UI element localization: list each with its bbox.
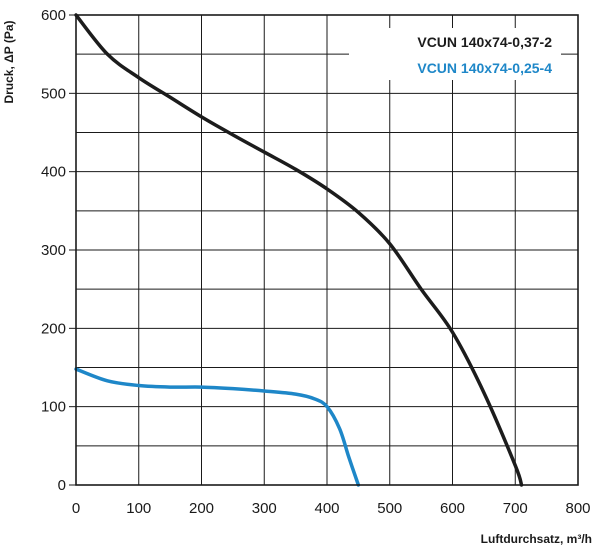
y-tick-label: 200 bbox=[41, 320, 66, 337]
x-tick-label: 0 bbox=[72, 500, 80, 517]
x-tick-label: 800 bbox=[565, 500, 590, 517]
x-axis-title: Luftdurchsatz, m³/h bbox=[481, 532, 592, 546]
y-tick-label: 500 bbox=[41, 85, 66, 102]
plot-frame bbox=[75, 14, 579, 486]
y-tick-label: 600 bbox=[41, 7, 66, 24]
y-tick-labels: 0 100 200 300 400 500 600 bbox=[41, 7, 66, 494]
series-layer bbox=[74, 13, 524, 487]
x-tick-label: 200 bbox=[189, 500, 214, 517]
y-tick-label: 0 bbox=[58, 477, 66, 494]
y-axis-title: Druck, ΔP (Pa) bbox=[2, 20, 16, 103]
legend: VCUN 140x74-0,37-2 VCUN 140x74-0,25-4 bbox=[349, 28, 561, 80]
y-tick-label: 300 bbox=[41, 242, 66, 259]
y-tick-label: 100 bbox=[41, 399, 66, 416]
x-tick-label: 600 bbox=[440, 500, 465, 517]
x-tick-label: 100 bbox=[126, 500, 151, 517]
x-tick-labels: 0 100 200 300 400 500 600 700 800 bbox=[72, 500, 591, 517]
y-tick-label: 400 bbox=[41, 164, 66, 181]
x-tick-label: 400 bbox=[314, 500, 339, 517]
series-line-1 bbox=[74, 13, 524, 487]
legend-entry-series-2: VCUN 140x74-0,25-4 bbox=[417, 60, 552, 76]
legend-entry-series-1: VCUN 140x74-0,37-2 bbox=[417, 34, 552, 50]
x-tick-label: 500 bbox=[377, 500, 402, 517]
x-tick-label: 700 bbox=[503, 500, 528, 517]
legend-background bbox=[349, 28, 561, 80]
x-tick-label: 300 bbox=[252, 500, 277, 517]
grid-lines bbox=[69, 14, 579, 486]
series-line-2 bbox=[74, 367, 361, 487]
